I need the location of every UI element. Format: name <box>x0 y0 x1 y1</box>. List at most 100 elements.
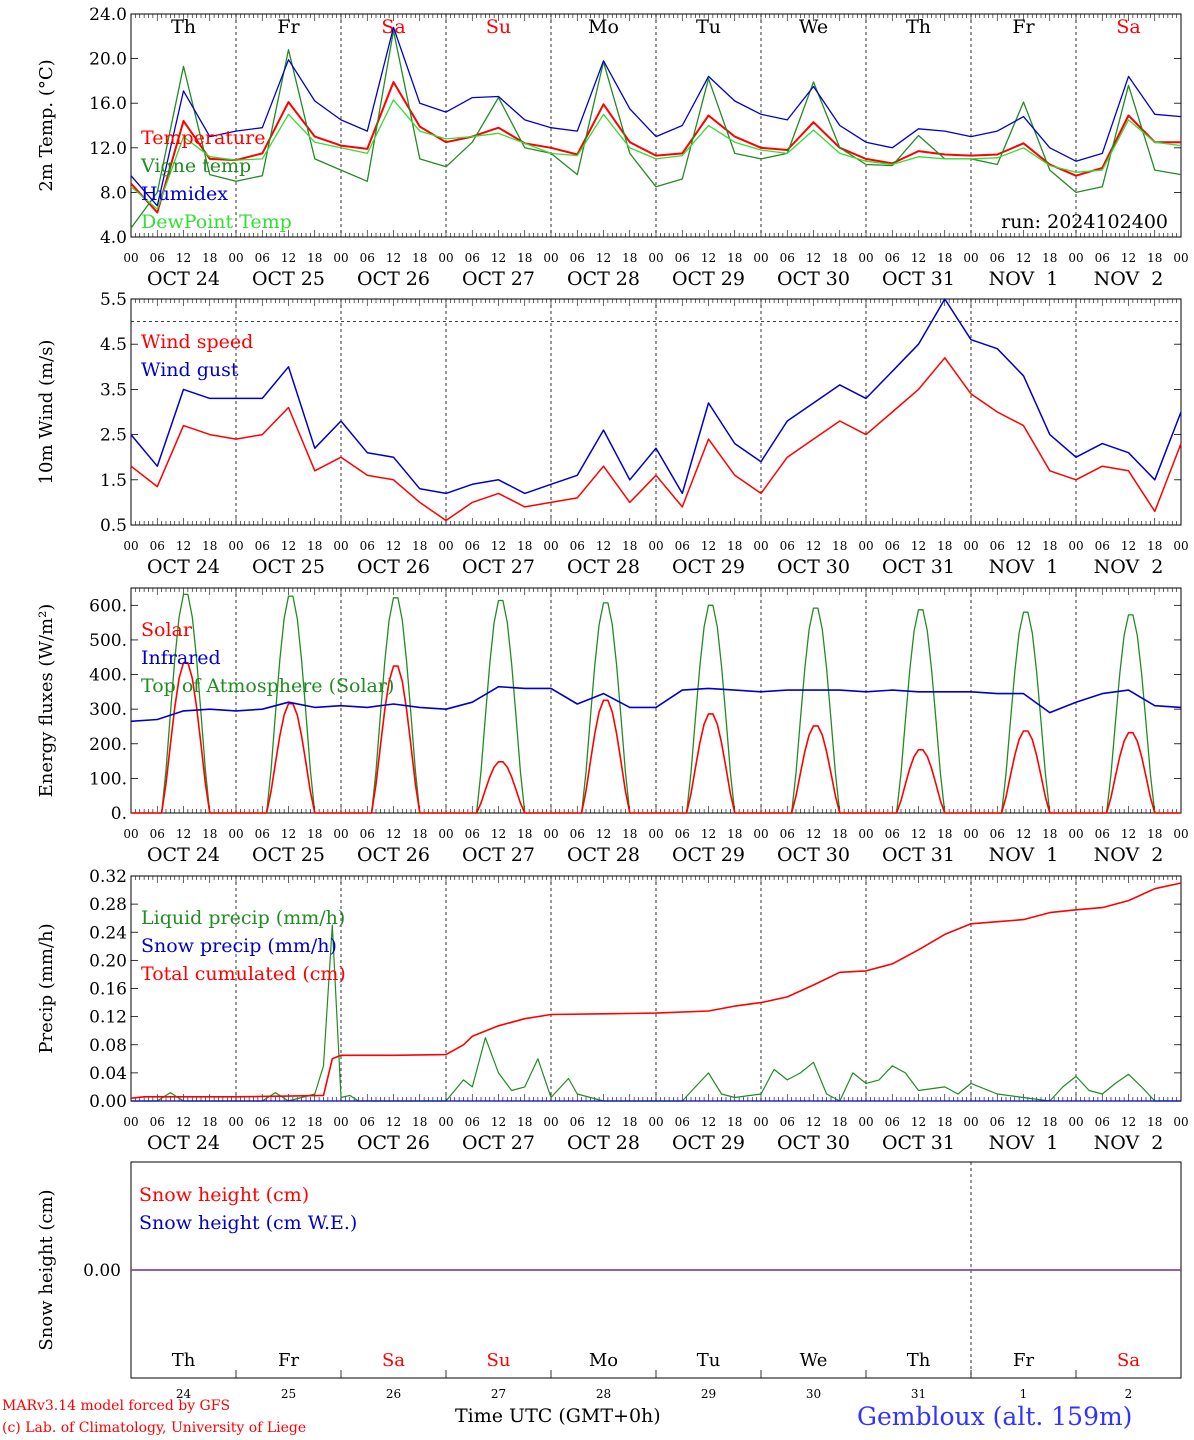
temp-panel-hour-label: 18 <box>307 251 322 265</box>
temp-panel-ytick-label: 4.0 <box>100 228 127 248</box>
energy-panel-hour-label: 18 <box>202 827 217 841</box>
precip-panel-ytick-label: 0.08 <box>89 1036 127 1056</box>
temp-panel-hour-label: 12 <box>806 251 821 265</box>
energy-panel-hour-label: 12 <box>806 827 821 841</box>
temp-panel-date-label: OCT 29 <box>672 268 745 290</box>
temp-panel-hour-label: 12 <box>596 251 611 265</box>
wind-panel-hour-label: 18 <box>622 539 637 553</box>
precip-panel-legend-2: Snow precip (mm/h) <box>141 935 337 957</box>
wind-panel-hour-label: 18 <box>412 539 427 553</box>
temp-panel-hour-label: 00 <box>438 251 453 265</box>
energy-panel-legend-3: Top of Atmosphere (Solar) <box>141 675 394 697</box>
temp-panel-hour-label: 00 <box>228 251 243 265</box>
temp-panel-hour-label: 06 <box>780 251 795 265</box>
precip-panel-ytick-label: 0.20 <box>89 951 127 971</box>
precip-panel-hour-label: 00 <box>228 1115 243 1129</box>
temp-panel-ytick-label: 8.0 <box>100 183 127 203</box>
wind-panel-hour-label: 06 <box>780 539 795 553</box>
temp-panel-hour-label: 00 <box>543 251 558 265</box>
wind-panel-hour-label: 18 <box>727 539 742 553</box>
wind-panel-date-label: OCT 30 <box>777 556 850 578</box>
energy-panel-hour-label: 12 <box>701 827 716 841</box>
temp-panel-legend-2: Vigne temp <box>140 155 251 177</box>
energy-panel-hour-label: 12 <box>491 827 506 841</box>
precip-panel-ytick-label: 0.00 <box>89 1092 127 1112</box>
temp-panel-weekday-label: Fr <box>277 16 300 38</box>
wind-panel-hour-label: 18 <box>517 539 532 553</box>
energy-panel-hour-label: 06 <box>570 827 585 841</box>
energy-panel-hour-label: 06 <box>255 827 270 841</box>
energy-panel-ytick-label: 400. <box>89 666 127 686</box>
temp-panel-hour-label: 06 <box>570 251 585 265</box>
energy-panel-date-label: OCT 28 <box>567 844 640 866</box>
energy-panel-hour-label: 12 <box>911 827 926 841</box>
temp-panel-hour-label: 00 <box>333 251 348 265</box>
energy-panel-date-label: OCT 30 <box>777 844 850 866</box>
wind-panel-hour-label: 18 <box>832 539 847 553</box>
temp-panel-date-label: OCT 24 <box>147 268 220 290</box>
wind-panel-hour-label: 06 <box>1095 539 1110 553</box>
station-name: Gembloux (alt. 159m) <box>857 1402 1133 1431</box>
temp-panel-hour-label: 18 <box>832 251 847 265</box>
temp-series-4 <box>130 99 1182 210</box>
wind-series-1 <box>130 357 1182 522</box>
precip-panel-date-label: OCT 27 <box>462 1132 535 1154</box>
energy-panel-hour-label: 06 <box>360 827 375 841</box>
temp-panel-weekday-label: Sa <box>1116 16 1140 38</box>
snow-panel-weekday-label: Fr <box>1013 1350 1034 1371</box>
wind-panel-hour-label: 06 <box>570 539 585 553</box>
energy-panel-legend-2: Infrared <box>141 647 221 669</box>
temp-panel-hour-label: 18 <box>622 251 637 265</box>
wind-panel-hour-label: 06 <box>360 539 375 553</box>
wind-panel-hour-label: 18 <box>202 539 217 553</box>
wind-panel-date-label: NOV 2 <box>1094 556 1164 578</box>
snow-panel-weekday-label: Tu <box>697 1350 721 1371</box>
precip-panel-date-label: OCT 26 <box>357 1132 430 1154</box>
temp-panel-date-label: NOV 1 <box>989 268 1059 290</box>
snow-panel-weekday-label: Su <box>487 1350 511 1371</box>
wind-panel-hour-label: 18 <box>307 539 322 553</box>
precip-panel-hour-label: 18 <box>622 1115 637 1129</box>
energy-panel-legend-1: Solar <box>141 619 193 641</box>
wind-panel-hour-label: 12 <box>596 539 611 553</box>
precip-panel-date-label: OCT 29 <box>672 1132 745 1154</box>
temp-panel-date-label: OCT 30 <box>777 268 850 290</box>
precip-panel-hour-label: 18 <box>1147 1115 1162 1129</box>
energy-panel-date-label: OCT 31 <box>882 844 955 866</box>
energy-panel-hour-label: 06 <box>780 827 795 841</box>
wind-panel-hour-label: 12 <box>1121 539 1136 553</box>
temp-panel-date-label: OCT 27 <box>462 268 535 290</box>
energy-panel-date-label: OCT 29 <box>672 844 745 866</box>
time-axis-title: Time UTC (GMT+0h) <box>455 1405 661 1427</box>
energy-panel-hour-label: 00 <box>543 827 558 841</box>
credit-line-1: MARv3.14 model forced by GFS <box>2 1398 231 1414</box>
precip-panel-hour-label: 06 <box>360 1115 375 1129</box>
temp-panel-hour-label: 18 <box>202 251 217 265</box>
precip-panel-hour-label: 18 <box>517 1115 532 1129</box>
energy-panel-hour-label: 12 <box>1016 827 1031 841</box>
energy-panel-hour-label: 00 <box>1173 827 1188 841</box>
temp-panel-date-label: NOV 2 <box>1094 268 1164 290</box>
energy-series-infrared <box>130 685 1182 723</box>
temp-panel-weekday-label: Th <box>171 16 196 38</box>
precip-series-3 <box>130 882 1182 1099</box>
energy-panel-date-label: OCT 26 <box>357 844 430 866</box>
temp-panel-date-label: OCT 25 <box>252 268 325 290</box>
temp-panel-hour-label: 12 <box>701 251 716 265</box>
energy-panel-hour-label: 00 <box>648 827 663 841</box>
precip-panel-hour-label: 06 <box>570 1115 585 1129</box>
precip-panel-legend-3: Total cumulated (cm) <box>141 963 346 985</box>
temp-panel-frame <box>130 13 1182 238</box>
precip-panel-hour-label: 12 <box>386 1115 401 1129</box>
precip-panel-hour-label: 06 <box>150 1115 165 1129</box>
temp-panel-ytick-label: 20.0 <box>89 50 127 70</box>
wind-panel-hour-label: 00 <box>1173 539 1188 553</box>
precip-panel-hour-label: 18 <box>832 1115 847 1129</box>
temp-panel-ytick-label: 24.0 <box>89 5 127 25</box>
wind-panel-hour-label: 00 <box>753 539 768 553</box>
precip-panel-ylabel: Precip (mm/h) <box>36 923 57 1053</box>
snow-panel-day-number: 31 <box>911 1387 926 1401</box>
wind-panel-hour-label: 06 <box>675 539 690 553</box>
wind-panel-ylabel: 10m Wind (m/s) <box>36 340 57 485</box>
wind-panel-ytick-label: 2.5 <box>100 426 127 446</box>
